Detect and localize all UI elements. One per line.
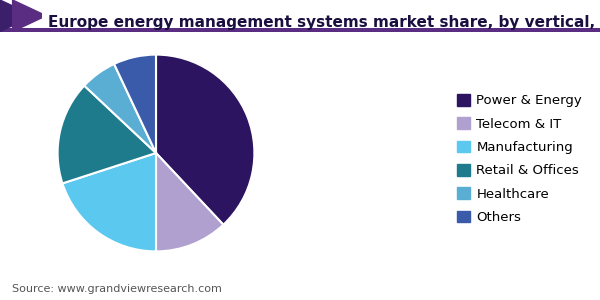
Wedge shape [62,153,156,251]
Wedge shape [156,55,254,225]
Wedge shape [84,64,156,153]
Wedge shape [156,153,223,251]
Polygon shape [0,0,34,32]
Polygon shape [13,0,46,32]
Legend: Power & Energy, Telecom & IT, Manufacturing, Retail & Offices, Healthcare, Other: Power & Energy, Telecom & IT, Manufactur… [451,89,587,229]
Wedge shape [58,85,156,183]
Text: Europe energy management systems market share, by vertical, 2018 (%): Europe energy management systems market … [48,15,600,30]
Wedge shape [114,55,156,153]
Text: Source: www.grandviewresearch.com: Source: www.grandviewresearch.com [12,284,222,294]
